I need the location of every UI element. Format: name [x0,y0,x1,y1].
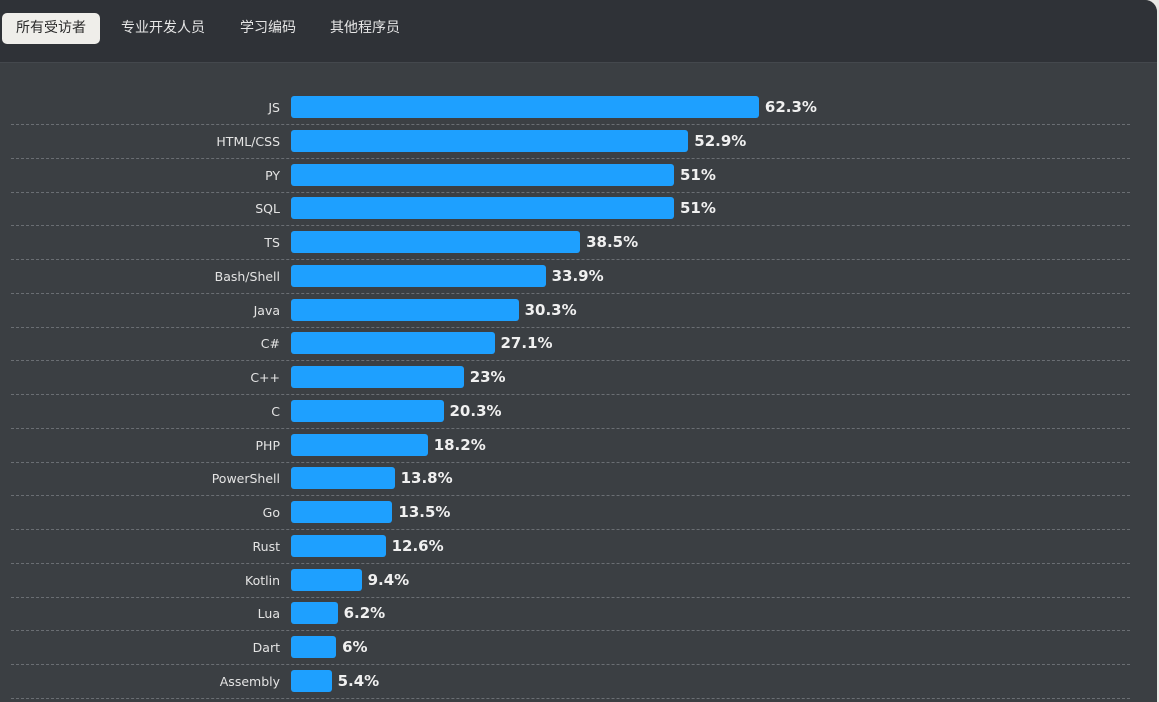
category-label: C# [260,336,280,352]
bar[interactable] [291,163,674,186]
category-label: Bash/Shell [214,268,280,284]
bar-row: C 20.3% [11,395,1130,429]
tab-professional-developers[interactable]: 专业开发人员 [121,20,205,36]
bar-row: PHP 18.2% [11,429,1130,463]
data-label: 30.3% [524,300,577,319]
bar-row: Bash/Shell 33.9% [11,260,1130,294]
bar-row: Dart 6% [11,631,1130,666]
data-label: 51% [680,165,716,184]
category-label: PHP [255,437,280,453]
bar[interactable] [291,231,581,253]
bar-row: Rust 12.6% [11,530,1130,564]
category-label: Lua [257,606,280,622]
bar[interactable] [291,636,337,659]
category-label: Assembly [219,673,280,689]
bar-row: Java 30.3% [11,294,1130,328]
bar[interactable] [291,568,362,591]
bar[interactable] [291,96,759,118]
tab-all-respondents[interactable]: 所有受访者 [2,13,100,44]
category-label: Java [253,302,280,318]
bar[interactable] [291,366,464,389]
data-label: 33.9% [551,266,604,285]
category-label: C [271,403,280,419]
data-label: 5.4% [337,671,380,690]
data-label: 20.3% [449,401,502,420]
bar[interactable] [291,467,395,490]
category-label: Kotlin [245,572,280,588]
bar[interactable] [291,332,495,355]
data-label: 6% [342,638,368,657]
data-label: 13.8% [400,469,453,488]
tab-learning-to-code[interactable]: 学习编码 [240,20,296,36]
category-label: TS [264,235,280,250]
bar[interactable] [291,433,428,456]
bar-row: C# 27.1% [11,327,1130,362]
category-label: PY [265,167,280,183]
data-label: 12.6% [391,536,444,555]
category-label: C++ [250,370,280,386]
category-label: PowerShell [211,471,280,487]
bar[interactable] [291,399,444,422]
data-label: 13.5% [398,503,451,522]
bar-row: JS 62.3% [11,91,1130,125]
bar[interactable] [291,534,386,557]
bar-row: Kotlin 9.4% [11,564,1130,598]
bar-row: C++ 23% [11,361,1130,396]
category-label: HTML/CSS [216,133,280,149]
data-label: 51% [680,199,716,218]
bar[interactable] [291,669,332,692]
bar[interactable] [291,264,546,287]
bar[interactable] [291,197,674,220]
bar[interactable] [291,501,393,524]
category-label: JS [268,100,280,115]
data-label: 6.2% [343,604,386,623]
bar-row: HTML/CSS 52.9% [11,125,1130,159]
bar-row: PY 51% [11,159,1130,193]
bar[interactable] [291,129,689,152]
data-label: 9.4% [367,570,410,589]
bar-chart: JS 62.3% HTML/CSS 52.9% PY 51% SQL 51% TS 38.5% Ba… [0,63,1157,702]
data-label: 23% [469,368,506,387]
category-label: Dart [252,640,280,656]
bar-row: PowerShell 13.8% [11,462,1130,497]
data-label: 38.5% [586,233,639,251]
bar-row: Lua 6.2% [11,597,1130,632]
bar[interactable] [291,298,519,321]
bar-row: TS 38.5% [11,226,1130,260]
category-label: SQL [255,201,280,217]
tab-other-coders[interactable]: 其他程序员 [330,20,400,36]
data-label: 52.9% [694,131,747,150]
data-label: 18.2% [433,435,486,454]
category-label: Rust [252,538,280,554]
data-label: 62.3% [764,98,817,116]
bar-row: Assembly 5.4% [11,665,1130,699]
tab-bar: 所有受访者 专业开发人员 学习编码 其他程序员 [0,0,1157,63]
category-label: Go [262,505,280,521]
bar-row: Go 13.5% [11,496,1130,531]
bar[interactable] [291,602,338,625]
data-label: 27.1% [500,334,553,353]
bar-row: SQL 51% [11,192,1130,227]
